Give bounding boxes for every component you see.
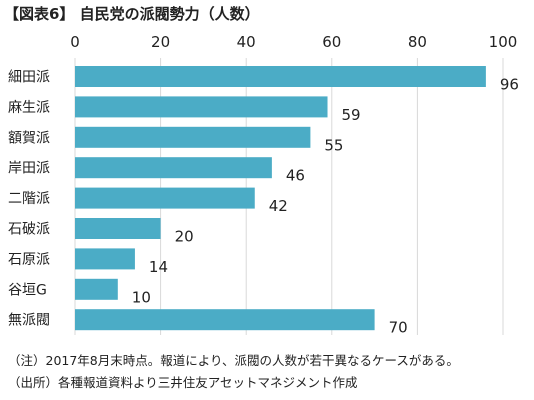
data-label: 55: [324, 136, 343, 154]
note-line: （注）2017年8月末時点。報道により、派閥の人数が若干異なるケースがある。: [8, 353, 459, 368]
category-label: 石破派: [8, 222, 50, 238]
chart-title: 【図表6】 自民党の派閥勢力（人数）: [4, 5, 260, 23]
bar: [75, 309, 375, 331]
bar: [75, 187, 255, 209]
x-tick-label: 0: [70, 33, 80, 51]
category-label: 麻生派: [8, 100, 50, 116]
data-label: 96: [500, 76, 519, 94]
footnotes: （注）2017年8月末時点。報道により、派閥の人数が若干異なるケースがある。 （…: [8, 350, 459, 394]
category-label: 二階派: [8, 191, 50, 207]
bar: [75, 126, 311, 148]
bar: [75, 66, 486, 87]
x-tick-label: 20: [151, 33, 170, 51]
bar: [75, 278, 118, 300]
category-label: 細田派: [8, 70, 50, 86]
data-label: 20: [175, 228, 194, 246]
x-tick-label: 40: [237, 33, 256, 51]
data-label: 46: [286, 167, 305, 185]
category-label: 無派閥: [8, 313, 50, 329]
bar: [75, 218, 161, 239]
data-label: 70: [389, 319, 408, 337]
x-tick-label: 80: [408, 33, 427, 51]
bars: [75, 66, 486, 331]
x-tick-label: 60: [322, 33, 341, 51]
data-label: 42: [269, 197, 288, 215]
data-label: 59: [342, 106, 361, 124]
bar: [75, 157, 272, 179]
category-label: 岸田派: [8, 161, 50, 177]
bar: [75, 96, 328, 118]
bar: [75, 248, 135, 270]
data-label: 14: [149, 258, 168, 276]
source-line: （出所）各種報道資料より三井住友アセットマネジメント作成: [8, 375, 358, 390]
x-tick-label: 100: [489, 33, 518, 51]
x-tick-labels: 0 20 40 60 80 100: [70, 33, 517, 51]
category-label: 額賀派: [8, 130, 50, 146]
category-label: 石原派: [8, 252, 50, 268]
category-label: 谷垣G: [8, 282, 47, 298]
data-labels: 96 59 55 46 42 20 14 10 70: [132, 76, 519, 337]
data-label: 10: [132, 288, 151, 306]
